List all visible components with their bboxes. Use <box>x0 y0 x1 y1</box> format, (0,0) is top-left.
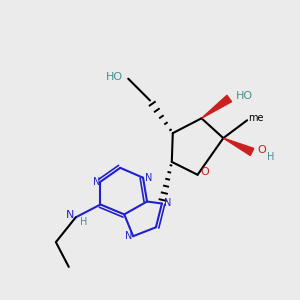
Text: H: H <box>80 217 87 227</box>
Text: HO: HO <box>106 72 123 82</box>
Text: N: N <box>124 231 132 241</box>
Text: O: O <box>200 167 209 177</box>
Text: me: me <box>248 113 264 123</box>
Text: O: O <box>258 145 266 155</box>
Text: N: N <box>164 199 172 208</box>
Text: N: N <box>145 173 153 183</box>
Polygon shape <box>202 95 232 118</box>
Polygon shape <box>223 138 254 156</box>
Text: H: H <box>267 152 274 162</box>
Text: N: N <box>93 177 100 187</box>
Text: HO: HO <box>236 91 253 100</box>
Text: N: N <box>66 210 74 220</box>
